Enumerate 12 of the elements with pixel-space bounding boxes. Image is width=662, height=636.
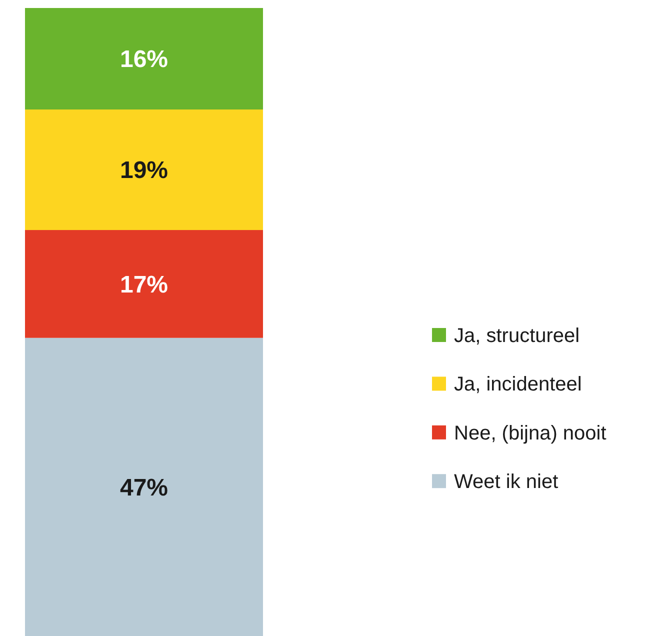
data-label: 47% (120, 474, 168, 502)
bar (25, 230, 263, 338)
data-label: 19% (120, 157, 168, 184)
bar (25, 338, 263, 636)
legend-label: Ja, incidenteel (454, 374, 582, 396)
legend-label: Nee, (bijna) nooit (454, 422, 607, 444)
bar (25, 8, 263, 110)
data-label: 17% (120, 271, 168, 298)
bar (25, 109, 263, 230)
legend-label: Ja, structureel (454, 325, 580, 347)
legend-label: Weet ik niet (454, 471, 559, 494)
data-label: 16% (120, 46, 168, 74)
